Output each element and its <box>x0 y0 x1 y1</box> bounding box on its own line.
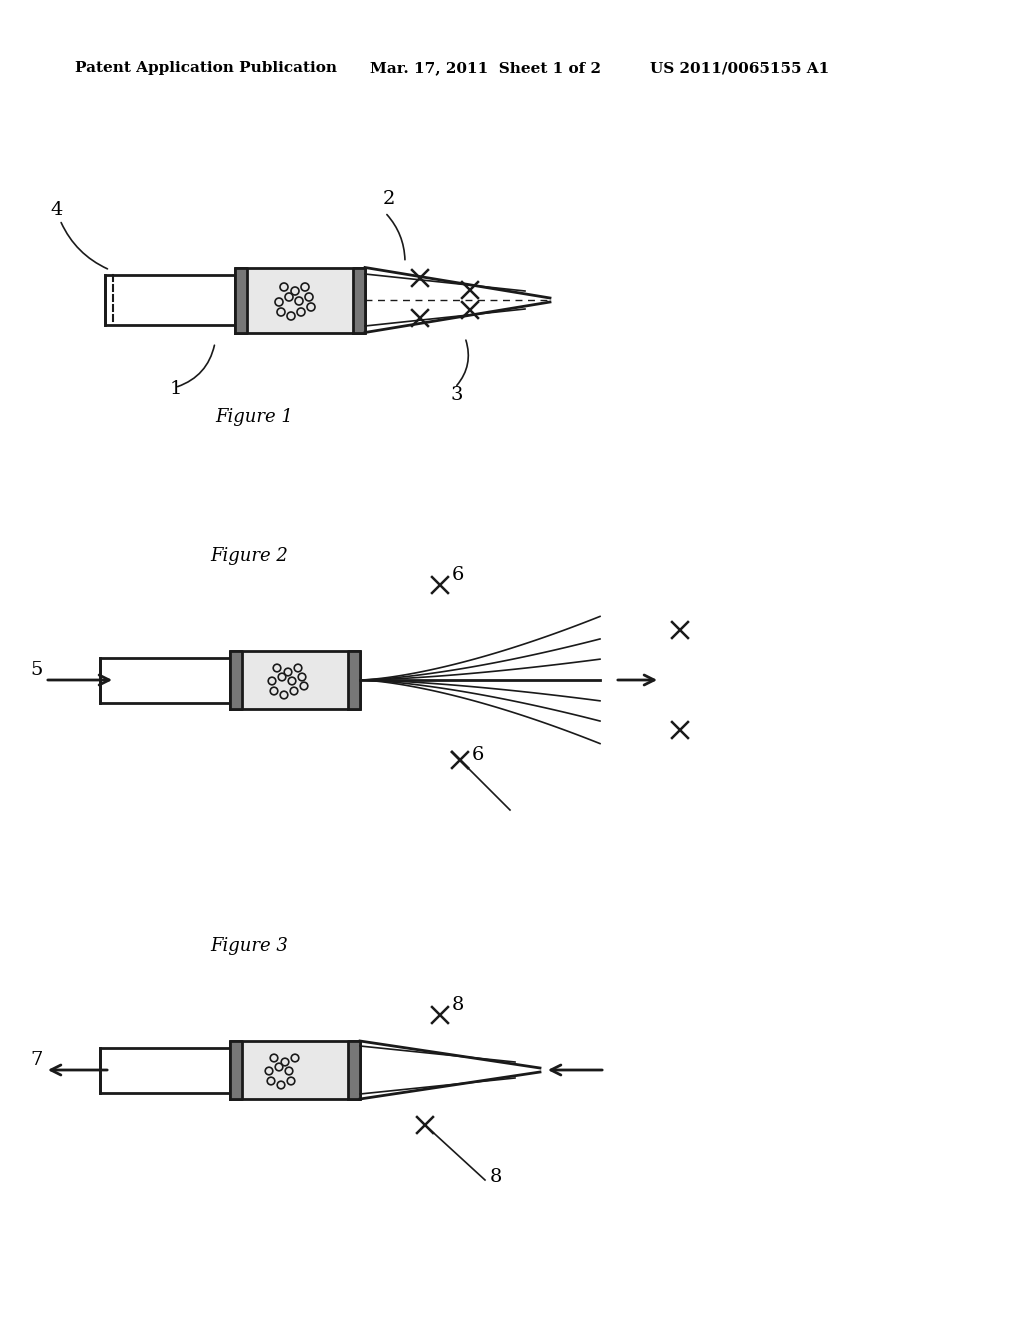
Text: 3: 3 <box>450 385 463 404</box>
Text: Patent Application Publication: Patent Application Publication <box>75 61 337 75</box>
Text: Figure 1: Figure 1 <box>215 408 293 426</box>
Text: 8: 8 <box>452 997 464 1014</box>
Text: US 2011/0065155 A1: US 2011/0065155 A1 <box>650 61 829 75</box>
Text: 4: 4 <box>50 201 62 219</box>
Bar <box>230 651 360 709</box>
Text: Mar. 17, 2011  Sheet 1 of 2: Mar. 17, 2011 Sheet 1 of 2 <box>370 61 601 75</box>
Text: 1: 1 <box>170 380 182 399</box>
Bar <box>348 1041 360 1100</box>
Bar <box>234 268 247 333</box>
Text: 8: 8 <box>490 1168 503 1185</box>
Text: 6: 6 <box>472 746 484 764</box>
Bar <box>234 268 365 333</box>
Text: Figure 3: Figure 3 <box>210 937 288 954</box>
Text: 5: 5 <box>30 661 42 678</box>
Bar <box>105 275 234 325</box>
Text: 7: 7 <box>30 1051 42 1069</box>
Bar <box>230 1041 242 1100</box>
Bar <box>230 651 242 709</box>
Bar <box>100 657 230 702</box>
Bar <box>230 1041 360 1100</box>
Bar <box>348 651 360 709</box>
Bar <box>353 268 365 333</box>
Bar <box>100 1048 230 1093</box>
Text: 2: 2 <box>383 190 395 209</box>
Text: Figure 2: Figure 2 <box>210 546 288 565</box>
Text: 6: 6 <box>452 566 464 583</box>
